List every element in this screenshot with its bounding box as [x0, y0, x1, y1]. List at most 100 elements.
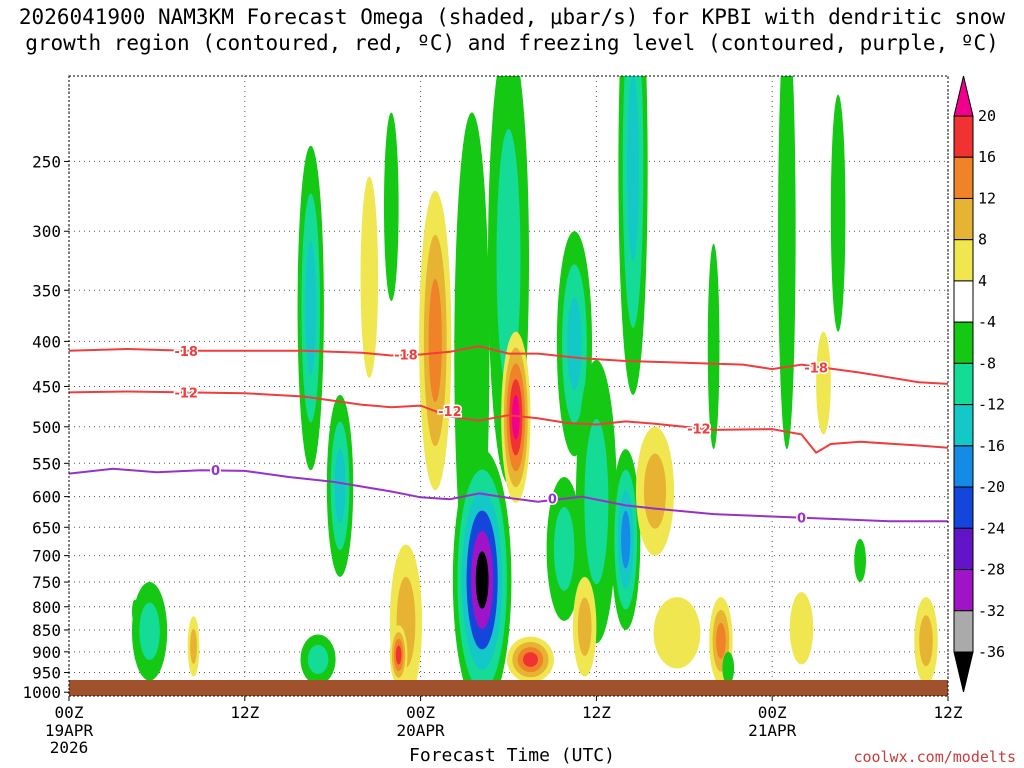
omega-blob-22-level-1 [553, 506, 575, 591]
colorbar-label-3: 8 [978, 231, 987, 249]
x-tick-label-3: 12Z [582, 703, 611, 722]
omega-blob-17-level-3 [395, 645, 402, 665]
contour-label-0: -18 [174, 345, 198, 360]
y-tick-label-15: 1000 [22, 683, 61, 702]
omega-blob-19-level-5 [475, 551, 489, 609]
x-tick-label-2: 00Z [406, 703, 435, 722]
x-tick-sublabel-0-0: 19APR [45, 721, 94, 740]
y-tick-label-10: 750 [32, 573, 61, 592]
contour-label-5: -12 [687, 422, 711, 437]
colorbar-label-4: 4 [978, 272, 987, 290]
colorbar-segment-10 [953, 486, 974, 529]
y-tick-label-0: 250 [32, 152, 61, 171]
omega-blob-7-level-1 [584, 419, 609, 585]
x-tick-label-4: 00Z [758, 703, 787, 722]
y-tick-label-11: 800 [32, 598, 61, 617]
colorbar-top-arrow [953, 75, 974, 117]
omega-blob-14-level-2 [334, 448, 346, 524]
y-axis-ticks: 250 300 350 400 450 500 550 600 650 700 750 800 850 9… [22, 152, 69, 702]
y-tick-label-9: 700 [32, 547, 61, 566]
omega-blob-10-level-0 [830, 94, 846, 332]
colorbar-label-0: 20 [978, 107, 996, 125]
omega-blob-11-level-0 [816, 331, 831, 435]
colorbar-label-7: -12 [978, 396, 1005, 414]
contour-label-6: 0 [211, 464, 220, 479]
y-tick-label-4: 450 [32, 377, 61, 396]
omega-blob-25-level-1 [643, 453, 667, 529]
omega-blob-9-level-0 [778, 76, 796, 450]
colorbar-label-5: -4 [978, 313, 996, 331]
contour-label-3: -12 [174, 386, 198, 401]
omega-blob-32-level-0 [131, 599, 138, 624]
y-tick-label-2: 350 [32, 281, 61, 300]
contour-label-1: -18 [394, 349, 418, 364]
colorbar-segment-12 [953, 569, 974, 612]
omega-shading [131, 76, 938, 696]
omega-blob-21-level-3 [523, 652, 538, 667]
x-axis-title: Forecast Time (UTC) [409, 745, 615, 766]
temperature-contours [69, 345, 948, 523]
omega-blob-4-level-1 [496, 128, 521, 391]
colorbar-segment-13 [953, 610, 974, 653]
colorbar-label-2: 12 [978, 189, 996, 207]
y-tick-label-7: 600 [32, 488, 61, 507]
x-tick-sublabel-0-1: 2026 [50, 738, 89, 757]
omega-blob-3-level-2 [428, 278, 442, 403]
contour-label-4: -12 [438, 405, 462, 420]
x-tick-label-0: 00Z [55, 703, 84, 722]
colorbar-segment-6 [953, 321, 974, 364]
omega-blob-13-level-1 [190, 628, 197, 664]
colorbar-label-11: -28 [978, 561, 1005, 579]
contour-label-2: -18 [804, 361, 828, 376]
y-tick-label-5: 500 [32, 418, 61, 437]
colorbar-segment-9 [953, 445, 974, 488]
omega-blob-8-level-0 [707, 243, 720, 450]
credit-text: coolwx.com/modelts [853, 748, 1016, 766]
omega-blob-23-level-1 [577, 597, 592, 656]
y-tick-label-12: 850 [32, 621, 61, 640]
contour-line-1 [69, 390, 948, 455]
colorbar-label-13: -36 [978, 643, 1005, 661]
omega-blob-28-level-0 [722, 651, 735, 685]
omega-blob-6-level-2 [626, 76, 640, 261]
colorbar-segment-8 [953, 404, 974, 447]
colorbar-segment-2 [953, 156, 974, 199]
contour-labels: -18 -18 -18 -12 -12 -12 0 0 0 [173, 343, 829, 528]
omega-blob-20-level-4 [512, 395, 520, 440]
omega-blob-12-level-1 [139, 602, 160, 661]
y-tick-label-6: 550 [32, 454, 61, 473]
contour-label-7: 0 [548, 493, 557, 508]
colorbar-label-6: -8 [978, 354, 996, 372]
colorbar-segment-1 [953, 115, 974, 158]
x-tick-sublabel-4-0: 21APR [748, 721, 797, 740]
colorbar-label-1: 16 [978, 148, 996, 166]
y-tick-label-14: 950 [32, 664, 61, 683]
title-line-1: 2026041900 NAM3KM Forecast Omega (shaded… [18, 5, 1006, 29]
contour-label-8: 0 [797, 512, 806, 527]
omega-blob-29-level-0 [789, 592, 814, 665]
x-tick-sublabel-2-0: 20APR [397, 721, 446, 740]
omega-blob-1-level-0 [360, 176, 379, 378]
colorbar-bottom-arrow [953, 651, 974, 693]
terrain-band [69, 680, 948, 696]
contour-line-0 [69, 345, 948, 385]
y-tick-label-8: 650 [32, 518, 61, 537]
omega-blob-15-level-1 [307, 644, 329, 675]
omega-blob-2-level-0 [383, 112, 399, 302]
omega-blob-26-level-0 [653, 597, 701, 669]
y-tick-label-13: 900 [32, 643, 61, 662]
chart-title: 2026041900 NAM3KM Forecast Omega (shaded… [0, 4, 1024, 56]
omega-blob-5-level-2 [567, 297, 582, 391]
title-line-2: growth region (contoured, red, ºC) and f… [25, 31, 999, 55]
colorbar-segment-7 [953, 362, 974, 406]
x-tick-label-5: 12Z [934, 703, 963, 722]
colorbar-segment-5 [953, 280, 974, 323]
y-tick-label-1: 300 [32, 222, 61, 241]
colorbar: 20 16 12 8 4 -4 -8 -12 -16 -20 -24 -28 -32 -36 [953, 75, 1005, 693]
omega-blob-0-level-2 [305, 241, 317, 375]
omega-blob-31-level-1 [919, 615, 933, 667]
omega-blob-30-level-0 [854, 538, 866, 583]
colorbar-label-8: -16 [978, 437, 1005, 455]
